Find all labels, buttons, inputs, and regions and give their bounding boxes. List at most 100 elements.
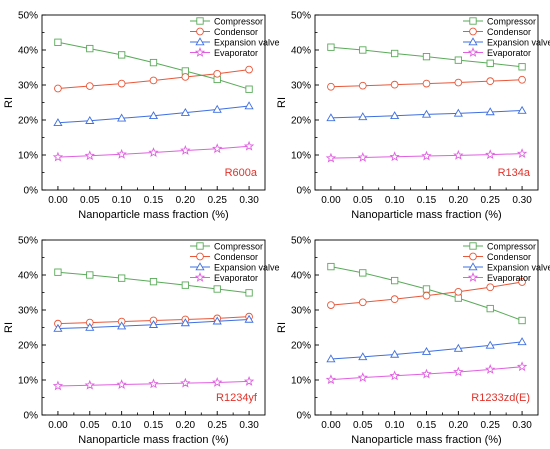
x-axis-label: Nanoparticle mass fraction (%) — [78, 434, 228, 446]
y-tick-label: 20% — [18, 341, 38, 352]
data-point-compressor — [454, 294, 463, 302]
data-point-compressor — [149, 58, 158, 67]
legend-label: Evaporator — [487, 273, 531, 283]
legend-marker-evaporator — [194, 272, 206, 282]
x-tick-label: 0.10 — [385, 420, 405, 431]
x-tick-label: 0.10 — [385, 195, 405, 206]
y-tick-label: 40% — [291, 271, 311, 282]
data-point-evaporator — [243, 140, 255, 151]
data-point-expansion_valve — [326, 113, 336, 122]
y-tick-label: 30% — [18, 306, 38, 317]
y-tick-label: 30% — [291, 306, 311, 317]
data-point-evaporator — [325, 374, 337, 385]
legend-marker-compressor — [469, 242, 477, 250]
legend-marker-evaporator — [194, 47, 206, 57]
legend-label: Evaporator — [214, 48, 258, 58]
data-point-expansion_valve — [53, 118, 63, 127]
data-point-condenser — [117, 79, 126, 88]
legend-marker-expansion_valve — [468, 262, 478, 271]
x-axis-label: Nanoparticle mass fraction (%) — [351, 209, 501, 221]
data-point-condenser — [181, 73, 190, 81]
data-point-condenser — [486, 283, 495, 292]
data-point-expansion_valve — [358, 112, 368, 121]
data-point-condenser — [518, 278, 526, 286]
data-point-expansion_valve — [117, 321, 127, 330]
legend-label: Expansion valve — [214, 37, 280, 47]
data-point-evaporator — [421, 150, 432, 161]
data-point-condenser — [454, 78, 463, 87]
x-tick-label: 0.10 — [112, 195, 132, 206]
data-point-expansion_valve — [244, 314, 254, 323]
data-point-evaporator — [212, 376, 223, 387]
y-axis-label: RI — [3, 322, 15, 333]
data-point-compressor — [518, 63, 526, 71]
x-tick-label: 0.20 — [176, 420, 196, 431]
chart-panel-2: 0% 10% 20% 30% 40% 50% 0.00 0.05 0.10 0.15 0.20 0.2… — [276, 11, 550, 222]
y-axis-label: RI — [276, 322, 288, 333]
legend-label: Condensor — [487, 252, 531, 262]
data-point-compressor — [390, 276, 399, 285]
x-tick-label: 0.30 — [239, 195, 259, 206]
data-point-expansion_valve — [244, 101, 254, 110]
data-point-evaporator — [516, 361, 528, 372]
data-point-expansion_valve — [517, 105, 527, 114]
data-point-condenser — [327, 301, 335, 309]
data-point-expansion_valve — [180, 318, 190, 327]
data-point-evaporator — [148, 147, 159, 157]
data-point-expansion_valve — [485, 340, 495, 349]
data-point-compressor — [245, 85, 253, 93]
data-point-compressor — [245, 289, 253, 297]
legend-label: Condensor — [487, 27, 531, 37]
x-tick-label: 0.05 — [353, 420, 373, 431]
y-tick-label: 50% — [18, 11, 38, 22]
data-point-condenser — [486, 77, 495, 86]
y-tick-label: 40% — [18, 271, 38, 282]
y-tick-label: 10% — [291, 151, 311, 162]
data-point-condenser — [327, 82, 335, 91]
x-tick-label: 0.15 — [144, 195, 164, 206]
legend-label: Expansion valve — [487, 37, 550, 47]
data-point-condenser — [245, 65, 253, 74]
x-tick-label: 0.15 — [417, 195, 437, 206]
legend-label: Compressor — [487, 16, 536, 26]
data-point-compressor — [359, 269, 367, 277]
x-tick-label: 0.25 — [207, 420, 227, 431]
data-point-expansion_valve — [326, 354, 336, 363]
data-point-condenser — [149, 76, 158, 85]
data-point-condenser — [358, 81, 367, 90]
x-tick-label: 0.05 — [353, 195, 373, 206]
data-point-compressor — [390, 49, 399, 58]
x-tick-label: 0.20 — [449, 420, 469, 431]
x-tick-label: 0.05 — [80, 195, 100, 206]
x-tick-label: 0.00 — [48, 420, 68, 431]
data-point-expansion_valve — [390, 349, 400, 358]
data-point-condenser — [422, 79, 431, 88]
data-point-condenser — [54, 84, 62, 93]
data-point-expansion_valve — [421, 109, 432, 118]
legend-label: Compressor — [487, 241, 536, 251]
data-point-compressor — [454, 56, 463, 64]
x-tick-label: 0.05 — [80, 420, 100, 431]
data-point-expansion_valve — [148, 111, 159, 120]
legend-marker-evaporator — [467, 272, 479, 282]
data-point-evaporator — [148, 378, 159, 389]
legend-label: Condensor — [214, 27, 258, 37]
data-point-compressor — [149, 278, 158, 286]
legend-marker-compressor — [469, 17, 477, 25]
y-tick-label: 20% — [291, 116, 311, 127]
x-tick-label: 0.00 — [321, 195, 341, 206]
legend-label: Expansion valve — [487, 262, 550, 272]
data-point-compressor — [117, 274, 126, 282]
legend-marker-expansion_valve — [195, 37, 205, 46]
y-tick-label: 50% — [291, 236, 311, 247]
data-point-expansion_valve — [358, 352, 368, 361]
y-tick-label: 10% — [291, 376, 311, 387]
data-point-expansion_valve — [453, 343, 463, 352]
y-tick-label: 0% — [24, 411, 39, 422]
x-tick-label: 0.30 — [512, 420, 532, 431]
legend-label: Compressor — [214, 16, 263, 26]
data-point-expansion_valve — [148, 319, 159, 328]
legend-label: Compressor — [214, 241, 263, 251]
x-tick-label: 0.15 — [144, 420, 164, 431]
